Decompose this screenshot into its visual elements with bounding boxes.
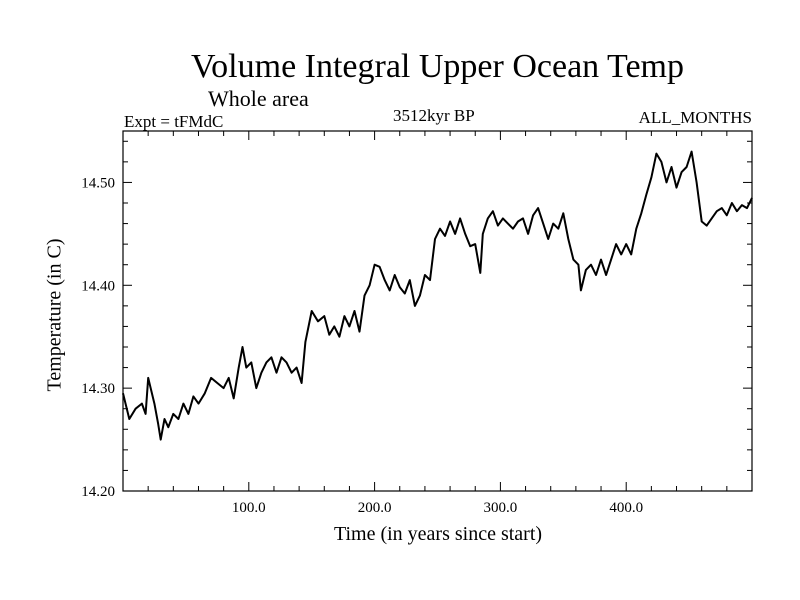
axis-ticks <box>123 131 752 491</box>
axis-tick-labels: 100.0 200.0 300.0 400.0 14.20 14.30 14.40 14.50 <box>81 175 643 516</box>
y-tick-label: 14.40 <box>81 278 115 294</box>
experiment-label: Expt = tFMdC <box>124 112 224 131</box>
x-tick-label: 300.0 <box>484 500 518 516</box>
period-label: 3512kyr BP <box>393 106 475 125</box>
chart-subtitle: Whole area <box>208 86 309 111</box>
y-tick-label: 14.20 <box>81 484 115 500</box>
y-tick-label: 14.50 <box>81 175 115 191</box>
y-tick-label: 14.30 <box>81 381 115 397</box>
months-label: ALL_MONTHS <box>638 108 752 127</box>
temperature-series-line <box>122 150 753 441</box>
x-tick-label: 100.0 <box>232 500 266 516</box>
chart-title: Volume Integral Upper Ocean Temp <box>191 48 684 85</box>
x-tick-label: 200.0 <box>358 500 392 516</box>
x-axis-label: Time (in years since start) <box>333 523 543 545</box>
x-tick-label: 400.0 <box>609 500 643 516</box>
plot-frame <box>122 130 753 492</box>
